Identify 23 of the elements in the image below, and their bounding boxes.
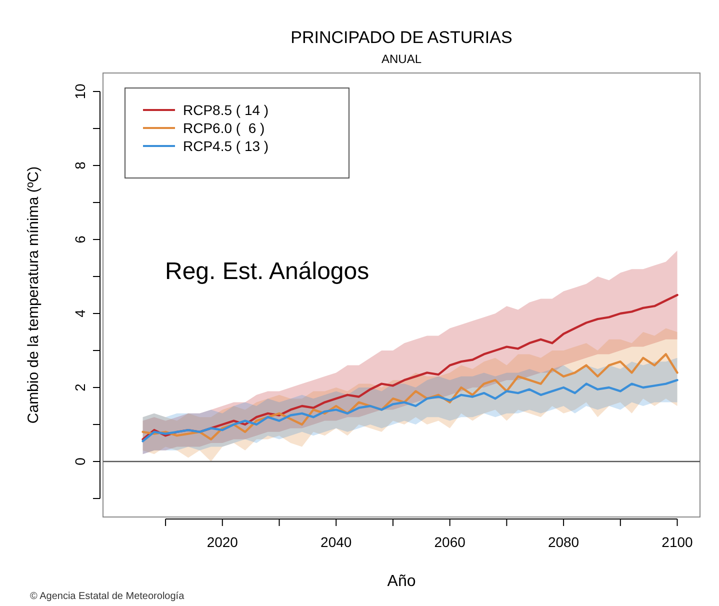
y-tick-label: 2 (72, 383, 88, 392)
y-tick-label: 10 (72, 84, 88, 100)
x-tick-label: 2080 (548, 534, 580, 550)
x-tick-label: 2060 (434, 534, 466, 550)
x-tick-label: 2040 (320, 534, 352, 550)
y-tick-label: 8 (72, 161, 88, 170)
x-axis-title: Año (387, 573, 416, 590)
legend-label: RCP6.0 ( 6 ) (183, 120, 265, 136)
legend-label: RCP4.5 ( 13 ) (183, 138, 269, 154)
y-tick-label: 6 (72, 235, 88, 244)
line-series (142, 294, 678, 440)
x-tick-label: 2020 (206, 534, 238, 550)
line-series (142, 379, 678, 442)
y-axis-title: Cambio de la temperatura mínima (ºC) (25, 166, 42, 424)
text: © Agencia Estatal de Meteorología (30, 591, 185, 602)
annotation: Reg. Est. Análogos (165, 258, 370, 285)
legend-label: RCP8.5 ( 14 ) (183, 102, 269, 118)
y-tick-label: 4 (72, 309, 88, 318)
chart-subtitle: ANUAL (381, 52, 422, 66)
y-tick-label: 0 (72, 457, 88, 466)
x-tick-label: 2100 (662, 534, 694, 550)
chart-title: PRINCIPADO DE ASTURIAS (290, 28, 512, 47)
line-series (142, 353, 678, 440)
